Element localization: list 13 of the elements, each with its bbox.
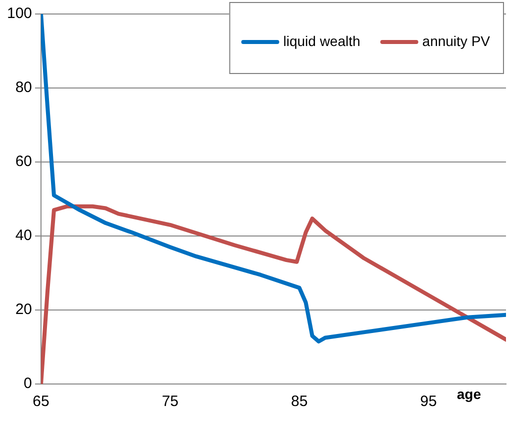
- y-tick-label: 60: [15, 153, 32, 170]
- x-tick-label: 75: [162, 393, 179, 410]
- x-axis-title: age: [456, 386, 482, 402]
- legend-label: annuity PV: [422, 32, 491, 49]
- y-tick-label: 0: [24, 375, 32, 392]
- y-tick-label: 100: [6, 5, 32, 22]
- y-tick-label: 20: [15, 301, 32, 318]
- y-tick-label: 80: [15, 79, 32, 96]
- x-tick-label: 65: [32, 393, 50, 410]
- x-tick-label: 85: [291, 393, 308, 410]
- x-tick-label: 95: [420, 393, 437, 410]
- legend-label: liquid wealth: [283, 32, 360, 49]
- y-tick-label: 40: [15, 227, 32, 244]
